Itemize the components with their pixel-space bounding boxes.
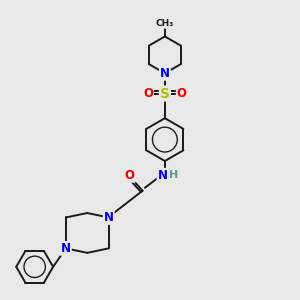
Text: O: O [125,169,135,182]
Text: N: N [158,169,167,182]
Text: O: O [143,87,153,100]
Text: O: O [177,87,187,100]
Text: N: N [160,67,170,80]
Text: N: N [104,211,114,224]
Text: S: S [160,86,170,100]
Text: N: N [61,242,71,255]
Text: CH₃: CH₃ [156,19,174,28]
Text: H: H [169,170,178,180]
